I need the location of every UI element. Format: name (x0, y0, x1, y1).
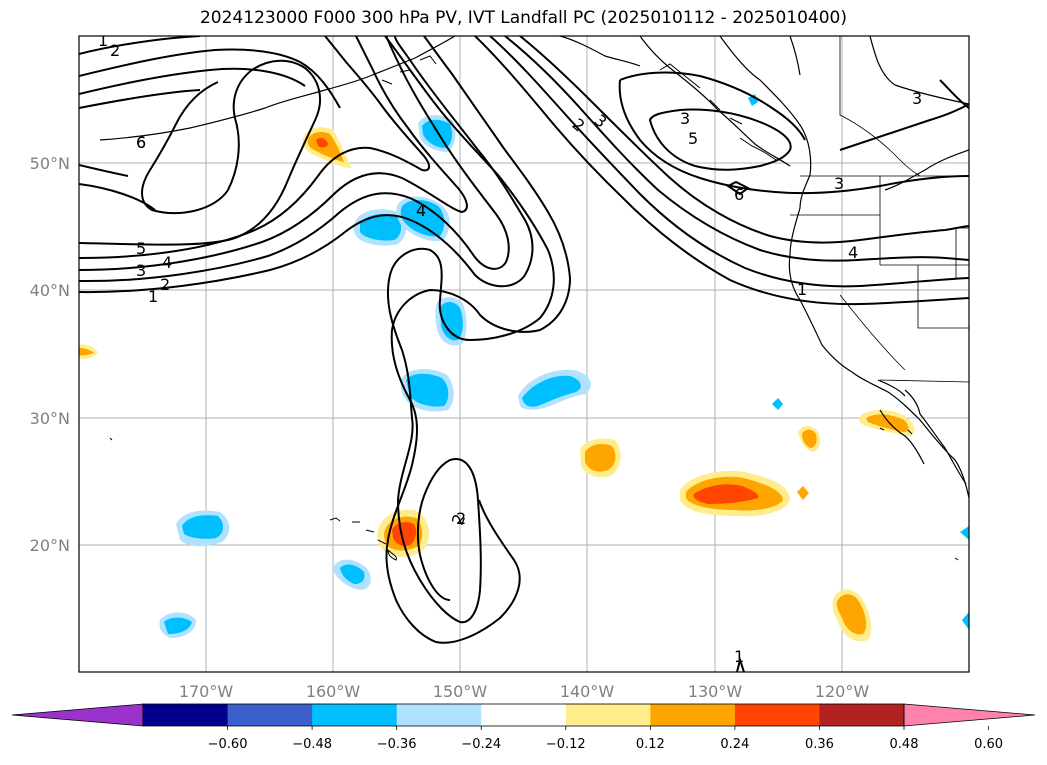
colorbar-tick-label: 0.60 (974, 737, 1003, 752)
lat-label: 20°N (30, 536, 70, 555)
longitude-labels: 170°W 160°W 150°W 140°W 130°W 120°W (179, 682, 870, 701)
pv-contour-2-south (385, 499, 521, 644)
colorbar-extend-min (11, 703, 144, 727)
contour-label: 3 (680, 109, 690, 128)
ivt-neg-small (772, 398, 783, 410)
colorbar-tick-label: −0.60 (208, 737, 248, 752)
contour-label: 3 (136, 261, 146, 280)
colorbar-segment (143, 704, 229, 726)
lat-label: 30°N (30, 409, 70, 428)
political-borders (790, 36, 969, 383)
contour-label: 5 (688, 129, 698, 148)
pv-contour-5-loop (141, 81, 229, 214)
colorbar-segment (481, 704, 567, 726)
colorbar-tick-label: −0.24 (461, 737, 501, 752)
pv-contours (79, 36, 969, 672)
contour-label: 3 (834, 174, 844, 193)
islands (109, 55, 959, 561)
us-mexico-border (879, 379, 969, 383)
pv-contour-1-west (79, 36, 534, 294)
contour-label: 1 (98, 31, 108, 50)
contour-label: 4 (416, 201, 426, 220)
contour-label: 1 (734, 647, 744, 666)
contour-label: 1 (148, 287, 158, 306)
colorbar-segment (227, 704, 313, 726)
latitude-labels: 50°N 40°N 30°N 20°N (30, 154, 70, 555)
contour-label: 4 (848, 243, 858, 262)
lon-label: 170°W (179, 682, 234, 701)
colorbar-tick-label: −0.36 (377, 737, 417, 752)
lon-label: 150°W (433, 682, 488, 701)
colorbar-segment (396, 704, 482, 726)
colorbar-tick-label: 0.36 (805, 737, 834, 752)
colorbar-tick-label: 0.48 (890, 737, 919, 752)
pv-contour-1-east (474, 36, 969, 306)
ivt-negative-anomalies (159, 94, 969, 638)
contour-label: 2 (110, 41, 120, 60)
ivt-blob-125w (797, 486, 809, 500)
colorbar-segment (565, 704, 651, 726)
ivt-positive-anomalies (79, 127, 915, 642)
hawaii-islands (329, 517, 397, 561)
contour-label: 1 (797, 280, 807, 299)
lon-label: 130°W (688, 682, 743, 701)
lon-label: 140°W (560, 682, 615, 701)
colorbar-segment (734, 704, 820, 726)
colorbar-tick-label: −0.48 (292, 737, 332, 752)
lon-label: 120°W (815, 682, 870, 701)
contour-label: 3 (912, 89, 922, 108)
contour-label: 2 (160, 275, 170, 294)
contour-label: 6 (136, 133, 146, 152)
colorbar-tick-label: 0.12 (636, 737, 665, 752)
contour-label: 5 (136, 239, 146, 258)
colorbar-tick-label: 0.24 (720, 737, 749, 752)
pv-contour-2-long (384, 36, 555, 342)
map-title: 2024123000 F000 300 hPa PV, IVT Landfall… (199, 8, 847, 28)
baja-coast (879, 409, 925, 465)
lon-label: 160°W (306, 682, 361, 701)
graticule (79, 36, 969, 672)
map-frame (78, 35, 970, 673)
pv-contour-3-east (519, 36, 969, 244)
map-content: 1 2 2 3 6 4 5 4 3 2 1 2 3 5 6 3 3 4 1 2 … (79, 31, 969, 672)
lat-label: 40°N (30, 281, 70, 300)
contour-label: 2 (456, 509, 466, 528)
colorbar-segment (650, 704, 736, 726)
pv-contour-3-ne (839, 103, 969, 151)
contour-label: 4 (162, 253, 172, 272)
colorbar: −0.60 −0.48 −0.36 −0.24 −0.12 0.12 0.24 0.36 0.4… (11, 703, 1036, 752)
colorbar-tick-label: −0.12 (546, 737, 586, 752)
contour-label: 6 (734, 185, 744, 204)
colorbar-extend-max (903, 703, 1036, 727)
colorbar-segment (819, 704, 905, 726)
lat-label: 50°N (30, 154, 70, 173)
contour-label: 6 (136, 133, 146, 152)
colorbar-segment (312, 704, 398, 726)
pv-contour-north-1 (79, 36, 201, 55)
colorbar-frame (142, 703, 905, 727)
